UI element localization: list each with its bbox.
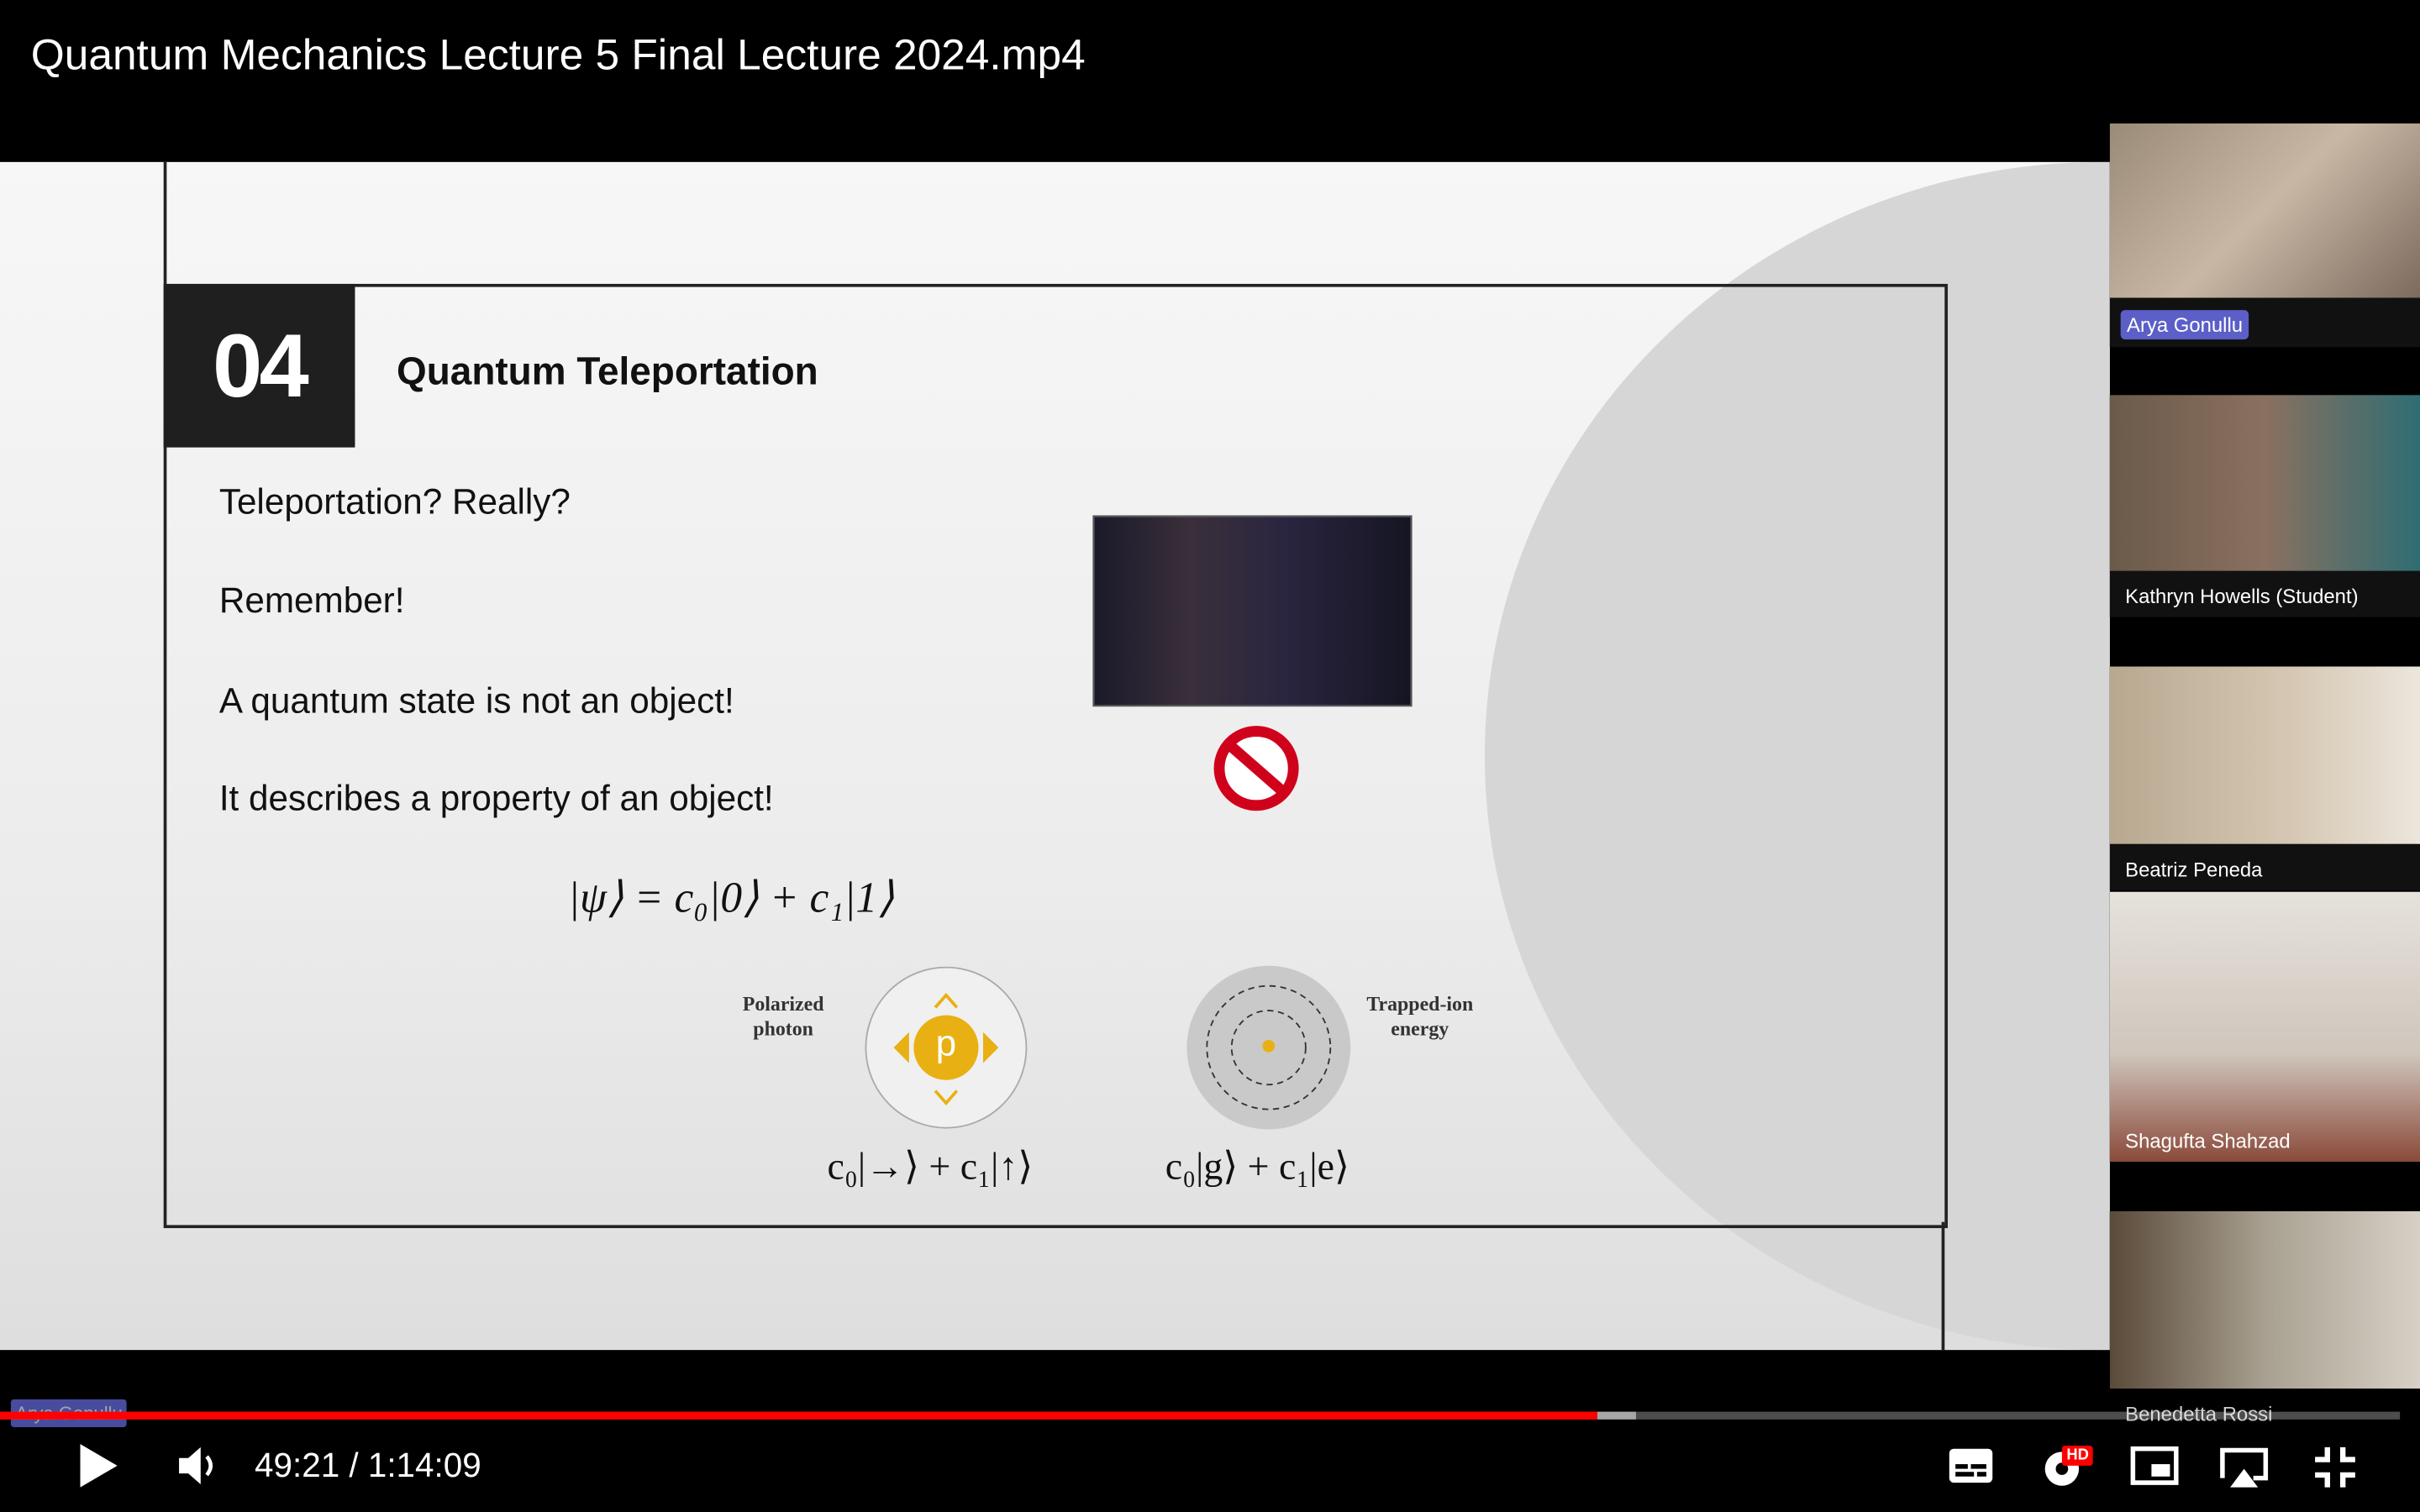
slide-number: 04 (163, 283, 355, 448)
label: Trapped-ion (1366, 992, 1474, 1016)
photon-symbol: p (935, 1022, 957, 1065)
label: Polarized (742, 992, 824, 1016)
ion-label: Trapped-ion energy (1358, 992, 1481, 1042)
slide-frame (163, 283, 1948, 1229)
subtitles-button[interactable] (1948, 1447, 1994, 1484)
participant-name: Shagufta Shahzad (2125, 1129, 2291, 1153)
participant-name: Kathryn Howells (Student) (2125, 585, 2359, 608)
miniplayer-button[interactable] (2130, 1446, 2180, 1486)
slide-title: Quantum Teleportation (397, 349, 818, 394)
time-display: 49:21 / 1:14:09 (255, 1446, 481, 1484)
participant-tile: Shagufta Shahzad (2109, 891, 2420, 1163)
participant-tile: Kathryn Howells (Student) (2109, 395, 2420, 617)
slide-text: A quantum state is not an object! (218, 680, 734, 721)
slide: 04 Quantum Teleportation Teleportation? … (0, 161, 2110, 1351)
photon-label: Polarized photon (725, 992, 841, 1042)
slide-text: It describes a property of an object! (218, 777, 774, 818)
participant-name: Benedetta Rossi (2125, 1402, 2273, 1426)
movie-still (1092, 515, 1413, 707)
progress (0, 1411, 1598, 1420)
participant-tile: Arya Gonullu (2109, 123, 2420, 348)
hd-badge: HD (2061, 1446, 2094, 1466)
slide-line (163, 161, 167, 284)
participant-tile: Benedetta Rossi (2109, 1210, 2420, 1427)
ion-diagram (1186, 965, 1351, 1130)
slide-line (1941, 1221, 1945, 1351)
exit-fullscreen-button[interactable] (2312, 1444, 2358, 1490)
equation: |ψ⟩ = c₀|0⟩ + c₁|1⟩ (567, 874, 895, 923)
photon-diagram (865, 966, 1028, 1129)
no-icon (1213, 726, 1299, 811)
slide-text: Teleportation? Really? (218, 481, 571, 522)
play-button[interactable] (74, 1441, 120, 1491)
label: energy (1391, 1016, 1449, 1040)
buffered (1597, 1411, 1636, 1420)
cast-button[interactable] (2217, 1444, 2272, 1490)
slide-text: Remember! (218, 580, 405, 621)
volume-button[interactable] (176, 1444, 222, 1487)
video-title: Quantum Mechanics Lecture 5 Final Lectur… (30, 30, 1086, 79)
participant-name: Arya Gonullu (2120, 310, 2249, 340)
label: photon (753, 1016, 813, 1040)
photon-equation: c₀|→⟩ + c₁|↑⟩ (827, 1146, 1034, 1189)
ion-equation: c₀|g⟩ + c₁|e⟩ (1165, 1146, 1349, 1189)
participant-name: Beatriz Peneda (2125, 858, 2263, 881)
participant-tile: Beatriz Peneda (2109, 666, 2420, 890)
